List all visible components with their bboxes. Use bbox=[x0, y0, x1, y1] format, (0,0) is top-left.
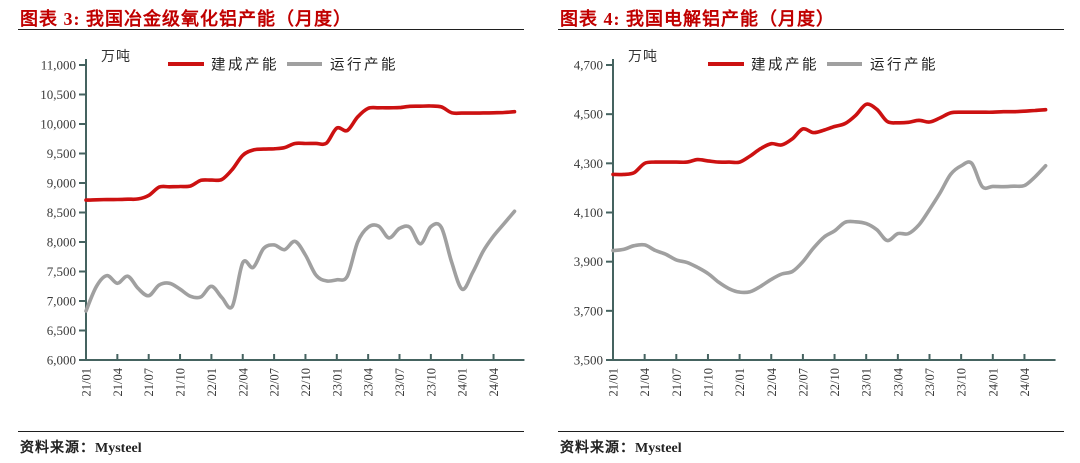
y-tick-label: 6,000 bbox=[47, 353, 76, 368]
y-tick-label: 10,500 bbox=[40, 87, 76, 102]
figure-3-footer-rule bbox=[18, 431, 524, 432]
x-tick-label: 22/10 bbox=[299, 368, 313, 396]
x-tick-label: 23/04 bbox=[891, 367, 905, 396]
y-tick-label: 11,000 bbox=[41, 58, 76, 73]
x-tick-label: 22/10 bbox=[828, 368, 842, 396]
x-tick-label: 22/07 bbox=[796, 368, 810, 396]
y-axis-unit-label: 万吨 bbox=[628, 49, 658, 65]
x-tick-label: 23/01 bbox=[860, 368, 874, 396]
source-prefix-label: 资料来源： bbox=[560, 441, 635, 456]
source-prefix-label: 资料来源： bbox=[20, 441, 95, 456]
alumina-capacity-chart: 6,000 6,500 7,000 7,500 8,000 8,500 9,000 9,500… bbox=[40, 49, 525, 396]
source-name: Mysteel bbox=[95, 441, 142, 456]
x-tick-label: 23/10 bbox=[955, 368, 969, 396]
running-capacity-line bbox=[84, 209, 517, 313]
y-tick-label: 3,500 bbox=[574, 353, 603, 368]
aluminum-capacity-chart: 3,500 3,700 3,900 4,100 4,300 4,500 4,700 21/01… bbox=[574, 49, 1056, 396]
built-capacity-line bbox=[611, 102, 1048, 177]
legend-label-built: 建成产能 bbox=[751, 57, 819, 74]
y-tick-label: 9,000 bbox=[47, 176, 76, 191]
x-tick-label: 22/07 bbox=[268, 368, 282, 396]
legend-label-running: 运行产能 bbox=[330, 57, 398, 74]
x-tick-label: 24/01 bbox=[456, 368, 470, 396]
figure-3-source: 资料来源：Mysteel bbox=[20, 437, 142, 457]
figure-3-panel: 图表 3: 我国冶金级氧化铝产能（月度） 6,000 6,500 7,000 7,50… bbox=[18, 9, 525, 457]
y-tick-label: 8,000 bbox=[47, 235, 76, 250]
x-tick-label: 21/01 bbox=[607, 368, 621, 396]
x-tick-label: 21/07 bbox=[142, 368, 156, 396]
y-tick-label: 4,100 bbox=[574, 205, 603, 220]
y-tick-label: 9,500 bbox=[47, 146, 76, 161]
running-capacity-line bbox=[611, 160, 1048, 295]
x-tick-label: 21/07 bbox=[670, 368, 684, 396]
figure-4-footer-rule bbox=[558, 431, 1064, 432]
y-tick-label: 4,700 bbox=[574, 58, 603, 73]
y-axis-unit-label: 万吨 bbox=[101, 49, 131, 65]
source-name: Mysteel bbox=[635, 441, 682, 456]
y-tick-label: 3,900 bbox=[574, 254, 603, 269]
x-tick-label: 22/04 bbox=[236, 367, 250, 396]
x-tick-label: 22/01 bbox=[733, 368, 747, 396]
x-tick-label: 21/10 bbox=[701, 368, 715, 396]
x-tick-label: 23/07 bbox=[923, 368, 937, 396]
x-tick-label: 22/04 bbox=[765, 367, 779, 396]
figure-3-title: 图表 3: 我国冶金级氧化铝产能（月度） bbox=[20, 9, 352, 29]
x-tick-label: 23/04 bbox=[362, 367, 376, 396]
y-tick-label: 8,500 bbox=[47, 205, 76, 220]
x-tick-label: 21/01 bbox=[80, 368, 94, 396]
figure-4-source: 资料来源：Mysteel bbox=[560, 437, 682, 457]
y-tick-label: 7,000 bbox=[47, 294, 76, 309]
x-tick-label: 23/10 bbox=[424, 368, 438, 396]
legend-label-running: 运行产能 bbox=[870, 57, 938, 74]
x-tick-label: 21/10 bbox=[174, 368, 188, 396]
x-tick-label: 24/04 bbox=[487, 367, 501, 396]
x-tick-label: 21/04 bbox=[111, 367, 125, 396]
y-tick-label: 4,500 bbox=[574, 107, 603, 122]
figure-4-panel: 图表 4: 我国电解铝产能（月度） 3,500 3,700 3,900 4,100 4,… bbox=[540, 0, 1080, 463]
legend-label-built: 建成产能 bbox=[211, 57, 279, 74]
x-tick-label: 23/07 bbox=[393, 368, 407, 396]
figure-4-title: 图表 4: 我国电解铝产能（月度） bbox=[560, 9, 835, 29]
y-tick-label: 6,500 bbox=[47, 323, 76, 338]
y-tick-label: 10,000 bbox=[40, 117, 76, 132]
x-tick-label: 24/01 bbox=[986, 368, 1000, 396]
x-tick-label: 22/01 bbox=[205, 368, 219, 396]
figure-4-title-rule bbox=[558, 29, 1064, 30]
x-tick-label: 21/04 bbox=[638, 367, 652, 396]
x-tick-label: 23/01 bbox=[330, 368, 344, 396]
y-tick-label: 3,700 bbox=[574, 303, 603, 318]
figure-3-title-rule bbox=[18, 29, 524, 30]
y-tick-label: 7,500 bbox=[47, 264, 76, 279]
built-capacity-line bbox=[84, 104, 517, 202]
x-tick-label: 24/04 bbox=[1018, 367, 1032, 396]
y-tick-label: 4,300 bbox=[574, 156, 603, 171]
